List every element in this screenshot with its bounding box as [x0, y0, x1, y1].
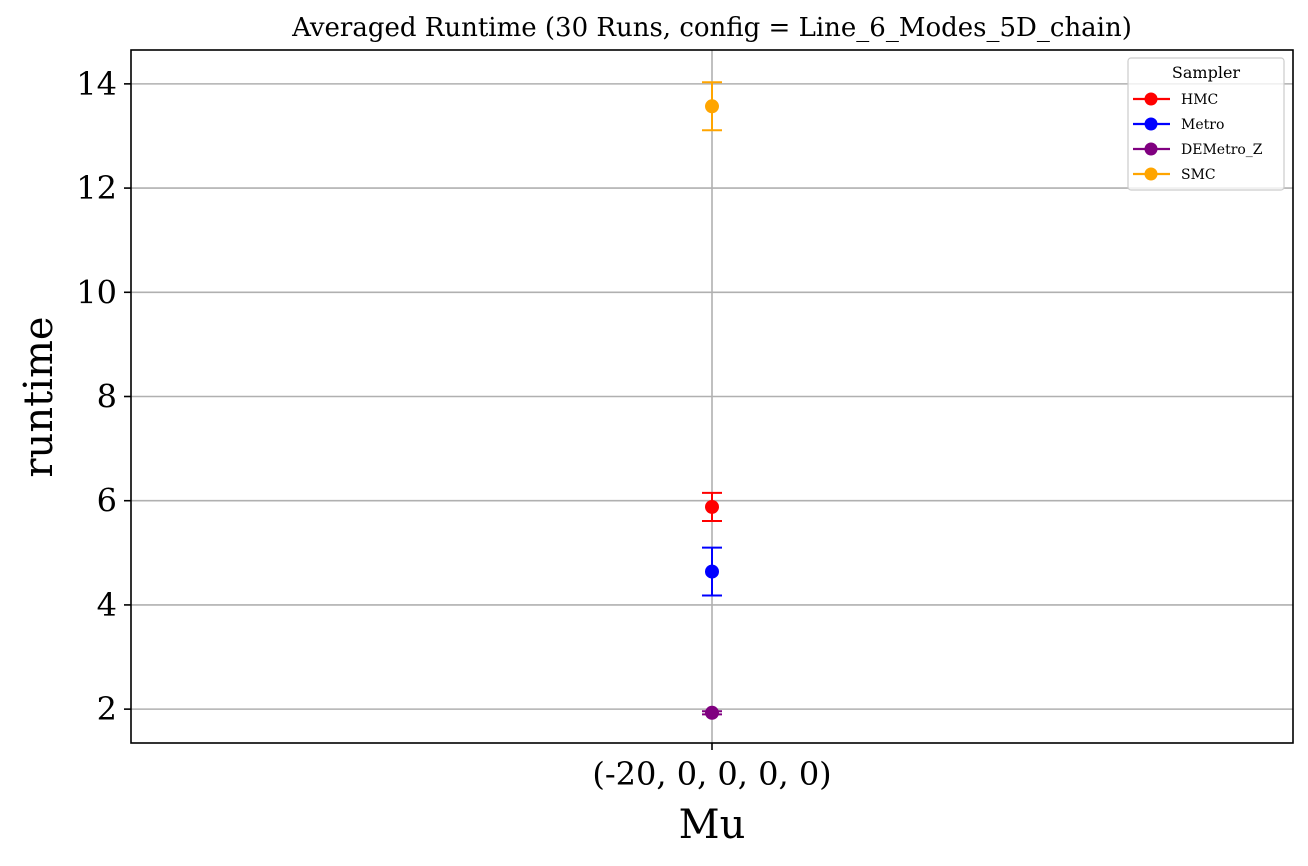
- y-tick-label: 10: [76, 273, 117, 311]
- y-tick-label: 8: [97, 378, 117, 416]
- legend-marker: [1144, 167, 1158, 181]
- legend-marker: [1144, 92, 1158, 106]
- legend-items: HMC Metro DEMetro_Z SMC: [1133, 92, 1263, 183]
- data-marker: [705, 564, 719, 579]
- legend-item-metro: Metro: [1133, 117, 1224, 133]
- data-marker: [705, 99, 719, 114]
- ticks-layer: 2 4 6 8 10 12 14 (-20, 0, 0, 0, 0): [76, 65, 831, 793]
- x-axis-label: Mu: [679, 802, 746, 848]
- legend-label: DEMetro_Z: [1181, 142, 1263, 158]
- grid-layer: [131, 50, 1293, 743]
- y-tick-label: 6: [97, 482, 117, 520]
- legend-marker: [1144, 142, 1158, 156]
- legend: Sampler HMC Metro DEMetro_Z SMC: [1127, 57, 1285, 191]
- y-tick-label: 14: [76, 65, 117, 103]
- series-demetro_z-point: [702, 705, 722, 720]
- legend-box: [1127, 57, 1285, 191]
- legend-item-smc: SMC: [1133, 167, 1216, 183]
- legend-item-hmc: HMC: [1133, 92, 1218, 108]
- legend-label: Metro: [1181, 117, 1224, 133]
- series-smc-point: [702, 81, 722, 132]
- legend-label: HMC: [1181, 92, 1218, 108]
- legend-title: Sampler: [1172, 63, 1241, 82]
- y-tick-label: 12: [76, 169, 117, 207]
- data-marker: [705, 499, 719, 514]
- x-tick-label: (-20, 0, 0, 0, 0): [592, 755, 831, 793]
- legend-marker: [1144, 117, 1158, 131]
- series-hmc-point: [702, 491, 722, 523]
- legend-label: SMC: [1181, 167, 1216, 183]
- series-metro-point: [702, 546, 722, 597]
- data-marker: [705, 705, 719, 720]
- y-tick-label: 2: [97, 690, 117, 728]
- marks-layer: [702, 81, 722, 720]
- y-axis-label: runtime: [16, 316, 62, 477]
- legend-item-demetro_z: DEMetro_Z: [1133, 142, 1263, 158]
- y-tick-label: 4: [97, 586, 117, 624]
- chart-title: Averaged Runtime (30 Runs, config = Line…: [291, 13, 1132, 43]
